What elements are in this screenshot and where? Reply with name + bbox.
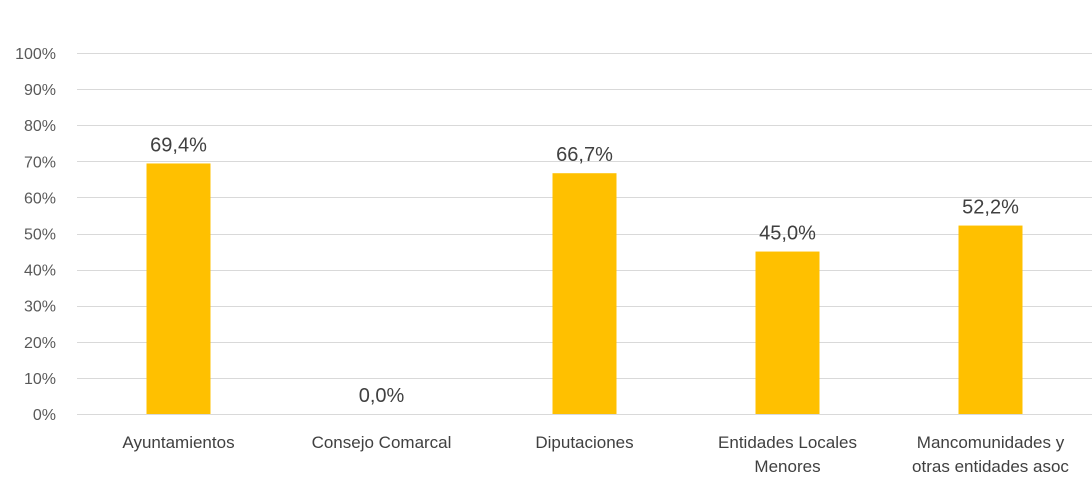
data-labels: 69,4% 0,0% 66,7% 45,0% 52,2% (150, 134, 1019, 407)
x-tick-label-line: Diputaciones (535, 433, 633, 452)
x-tick-label: Ayuntamientos (122, 433, 234, 452)
x-tick-label-line: Mancomunidades y (917, 433, 1065, 452)
y-tick-label: 70% (24, 154, 56, 171)
x-axis-category-labels: Ayuntamientos Consejo Comarcal Diputacione… (122, 433, 1069, 476)
y-axis-tick-labels: 0% 10% 20% 30% 40% 50% 60% 70% 80% 90% 100% (15, 46, 56, 424)
x-tick-label-line: Entidades Locales (718, 433, 857, 452)
bar (755, 251, 820, 414)
bar (146, 163, 211, 414)
data-label: 66,7% (556, 144, 613, 166)
y-tick-label: 40% (24, 263, 56, 280)
bars (146, 163, 1023, 414)
data-label: 45,0% (759, 223, 816, 245)
y-tick-label: 50% (24, 227, 56, 244)
y-tick-label: 60% (24, 190, 56, 207)
y-tick-label: 20% (24, 335, 56, 352)
data-label: 69,4% (150, 134, 207, 156)
x-tick-label: Consejo Comarcal (312, 433, 452, 452)
x-tick-label-line: Ayuntamientos (122, 433, 234, 452)
x-tick-label: Entidades Locales Menores (718, 433, 857, 476)
y-tick-label: 90% (24, 82, 56, 99)
x-tick-label: Mancomunidades y otras entidades asoc (912, 433, 1069, 476)
y-tick-label: 0% (33, 407, 56, 424)
data-label: 0,0% (359, 385, 405, 407)
bar (958, 225, 1023, 414)
data-label: 52,2% (962, 197, 1019, 219)
bar (552, 173, 617, 414)
x-tick-label-line: Menores (754, 457, 820, 476)
y-tick-label: 80% (24, 118, 56, 135)
y-tick-label: 30% (24, 299, 56, 316)
x-tick-label: Diputaciones (535, 433, 633, 452)
y-tick-label: 100% (15, 46, 56, 63)
y-tick-label: 10% (24, 371, 56, 388)
x-tick-label-line: Consejo Comarcal (312, 433, 452, 452)
x-tick-label-line: otras entidades asoc (912, 457, 1069, 476)
